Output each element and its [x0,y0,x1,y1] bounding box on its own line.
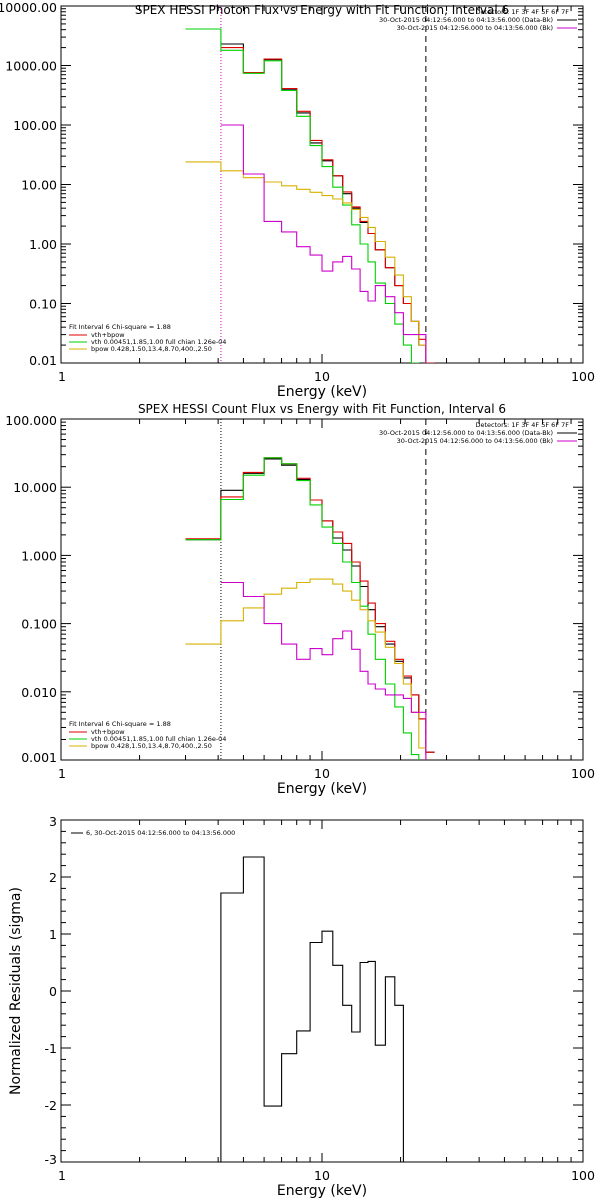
series-vth [185,457,420,760]
legend-fit-entry-label: bpow 0.428,1.50,13.4,8.70,400.,2.50 [91,742,212,750]
chart-title: SPEX HESSI Count Flux vs Energy with Fit… [138,402,506,416]
x-tick-label: 100 [571,1168,595,1183]
x-axis-label: Energy (keV) [277,1183,367,1199]
y-tick-label: 0.100 [21,617,57,632]
y-tick-label: 0.010 [21,685,57,700]
legend-entry-label: 30-Oct-2015 04:12:56.000 to 04:13:56.000… [379,429,553,437]
series-bk [220,581,427,760]
x-tick-label: 1 [58,766,66,781]
legend-residuals: 6, 30-Oct-2015 04:12:56.000 to 04:13:56.… [71,829,235,837]
y-tick-label: 1000.00 [5,59,57,74]
legend-top: Detectors: 1F 3F 4F 5F 6F 7F30-Oct-2015 … [379,8,577,32]
legend-fit-entry-label: bpow 0.428,1.50,13.4,8.70,400.,2.50 [91,345,212,353]
y-tick-label: 3 [49,814,57,829]
x-axis-label: Energy (keV) [277,781,367,797]
y-tick-label: 0 [49,984,57,999]
x-tick-label: 10 [314,369,330,384]
legend-fit: Fit Interval 6 Chi-square = 1.88vth+bpow… [69,323,226,353]
x-tick-label: 100 [571,369,595,384]
series-bpow [185,578,427,760]
x-tick-label: 1 [58,1168,66,1183]
legend-entry-label: 30-Oct-2015 04:12:56.000 to 04:13:56.000… [379,16,553,24]
legend-heading: Detectors: 1F 3F 4F 5F 6F 7F [475,8,569,16]
plot-frame [60,5,584,364]
y-tick-label: 2 [49,870,57,885]
y-tick-label: 100.00 [13,118,57,133]
y-axis-label: Normalized Residuals (sigma) [8,887,24,1095]
y-tick-label: 10000.00 [0,0,57,15]
legend-fit-heading: Fit Interval 6 Chi-square = 1.88 [69,323,171,331]
legend-fit-entry-label: vth+bpow [91,331,125,339]
y-tick-label: 0.10 [29,297,57,312]
y-tick-label: 10.000 [13,480,57,495]
y-tick-label: -1 [45,1041,57,1056]
legend-top: Detectors: 1F 3F 4F 5F 6F 7F30-Oct-2015 … [379,421,577,445]
y-tick-label: 10.00 [21,178,57,193]
chart-2: SPEX HESSI Count Flux vs Energy with Fit… [5,402,595,797]
legend-entry-label: 6, 30-Oct-2015 04:12:56.000 to 04:13:56.… [86,829,235,837]
legend-fit-entry-label: vth 0.00451,1.85,1.00 full chian 1.26e-0… [91,735,226,743]
series-bpow [185,161,427,363]
series-group [185,28,435,363]
y-tick-label: 0.01 [29,353,57,368]
x-tick-label: 10 [314,1168,330,1183]
series-data [220,856,404,1162]
y-tick-label: 1.000 [21,548,57,563]
series-group [185,457,435,760]
legend-heading: Detectors: 1F 3F 4F 5F 6F 7F [475,421,569,429]
x-tick-label: 100 [571,766,595,781]
y-tick-label: -3 [45,1152,57,1167]
y-tick-label: 1 [49,927,57,942]
legend-entry-label: 30-Oct-2015 04:12:56.000 to 04:13:56.000… [397,24,553,32]
chart-1: SPEX HESSI Photon Flux vs Energy with Fi… [0,0,595,400]
plot-frame [60,819,584,1163]
series-bk [220,124,427,363]
legend-fit-heading: Fit Interval 6 Chi-square = 1.88 [69,720,171,728]
y-tick-label: 1.00 [29,237,57,252]
x-axis-label: Energy (keV) [277,384,367,400]
y-tick-label: 100.000 [5,413,57,428]
series-group [220,856,404,1162]
legend-fit-entry-label: vth+bpow [91,728,125,736]
plot-frame [60,418,584,761]
series-total [220,47,435,363]
x-tick-label: 10 [314,766,330,781]
y-tick-label: -2 [45,1098,57,1113]
legend-entry-label: 30-Oct-2015 04:12:56.000 to 04:13:56.000… [397,437,553,445]
series-data [220,43,435,363]
y-tick-label: 0.001 [21,750,57,765]
series-vth [185,28,420,363]
legend-fit-entry-label: vth 0.00451,1.85,1.00 full chian 1.26e-0… [91,338,226,346]
x-tick-label: 1 [58,369,66,384]
legend-fit: Fit Interval 6 Chi-square = 1.88vth+bpow… [69,720,226,750]
